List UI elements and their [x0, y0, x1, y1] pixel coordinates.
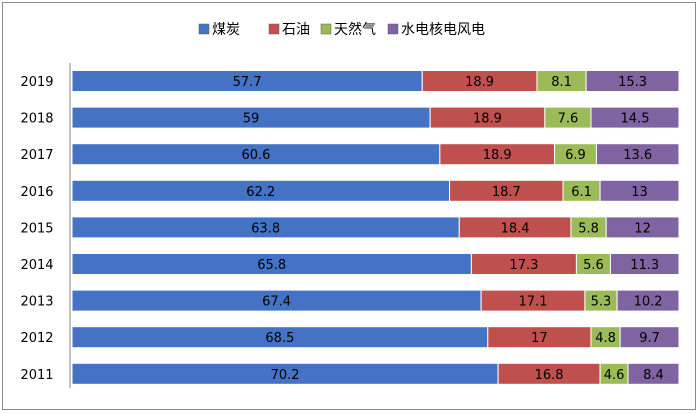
y-tick-label: 2015: [20, 221, 53, 236]
legend: 煤炭 石油 天然气 水电核电风电: [198, 21, 485, 38]
data-label: 14.5: [621, 112, 650, 127]
data-label: 18.7: [492, 185, 521, 200]
data-label: 10.2: [634, 295, 663, 310]
data-label: 11.3: [630, 258, 659, 273]
data-label: 67.4: [262, 295, 291, 310]
legend-label-4: 水电核电风电: [401, 22, 485, 38]
bar-segment: [627, 362, 680, 385]
bar-segment: [616, 289, 680, 312]
data-label: 18.4: [501, 221, 530, 236]
data-label: 68.5: [265, 331, 294, 346]
bar-segments: [71, 70, 680, 385]
data-label: 63.8: [251, 221, 280, 236]
data-labels: 57.7 18.9 8.1 15.3 59 18.9 7.6 14.5 60.6 18.9 6.9 1…: [233, 75, 664, 383]
legend-swatch-1: [198, 23, 210, 35]
data-label: 60.6: [241, 148, 270, 163]
bar-segment: [585, 70, 680, 92]
data-label: 13.6: [623, 148, 652, 163]
data-label: 12: [634, 221, 651, 236]
data-label: 8.4: [643, 368, 664, 383]
data-label: 18.9: [465, 75, 494, 90]
y-tick-label: 2011: [20, 368, 53, 383]
data-label: 6.1: [571, 185, 592, 200]
data-label: 65.8: [257, 258, 286, 273]
data-label: 15.3: [618, 75, 647, 90]
legend-label-3: 天然气: [334, 21, 376, 38]
data-label: 17: [531, 331, 548, 346]
legend-label-2: 石油: [282, 22, 310, 38]
data-label: 17.3: [509, 258, 538, 273]
data-label: 6.9: [565, 148, 586, 163]
y-tick-label: 2013: [20, 295, 53, 310]
data-label: 16.8: [535, 368, 564, 383]
data-label: 5.3: [591, 295, 612, 310]
data-label: 70.2: [271, 368, 300, 383]
data-label: 5.6: [583, 258, 604, 273]
y-tick-label: 2017: [20, 148, 53, 163]
data-label: 13: [631, 185, 648, 200]
data-label: 62.2: [246, 185, 275, 200]
bar-segment: [619, 326, 680, 349]
bar-segment: [605, 216, 680, 239]
y-axis-tick-labels: 2019 2018 2017 2016 2015 2014 2013 2012 2011: [20, 75, 53, 383]
legend-swatch-2: [268, 23, 280, 35]
data-label: 18.9: [483, 148, 512, 163]
data-label: 9.7: [639, 331, 660, 346]
data-label: 8.1: [551, 75, 572, 90]
data-label: 18.9: [473, 112, 502, 127]
data-label: 59: [243, 112, 260, 127]
legend-label-1: 煤炭: [212, 22, 240, 38]
y-tick-label: 2016: [20, 185, 53, 200]
legend-swatch-3: [320, 23, 332, 35]
data-label: 4.8: [595, 331, 616, 346]
energy-mix-stacked-bar-chart: 煤炭 石油 天然气 水电核电风电 20192018201720162015201420…: [20, 21, 680, 388]
data-label: 57.7: [233, 75, 262, 90]
data-label: 7.6: [558, 112, 579, 127]
data-label: 4.6: [604, 368, 625, 383]
y-tick-label: 2014: [20, 258, 53, 273]
chart-frame: 煤炭 石油 天然气 水电核电风电 2019 2018 2017 2016 2015 2014 20…: [2, 2, 696, 410]
y-tick-label: 2012: [20, 331, 53, 346]
data-label: 17.1: [519, 295, 548, 310]
y-tick-label: 2019: [20, 75, 53, 90]
data-label: 5.8: [578, 221, 599, 236]
bar-segment: [595, 143, 680, 166]
bar-segment: [609, 253, 680, 275]
y-tick-label: 2018: [20, 112, 53, 127]
bar-segment: [590, 106, 680, 129]
legend-swatch-4: [387, 23, 399, 35]
bar-segment: [599, 179, 680, 202]
